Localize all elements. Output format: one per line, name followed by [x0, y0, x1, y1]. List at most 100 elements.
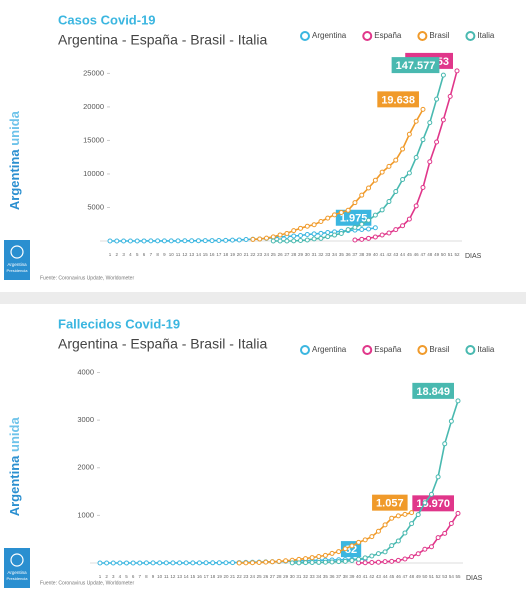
data-point	[338, 230, 344, 236]
data-point	[291, 233, 297, 239]
data-point	[382, 549, 388, 555]
data-point	[148, 238, 154, 244]
x-tick-label: 28	[291, 252, 297, 257]
data-point	[311, 231, 317, 237]
x-tick-label: 34	[316, 574, 322, 579]
data-point	[434, 139, 440, 145]
callout: 19.638	[377, 91, 419, 108]
legend-marker	[417, 345, 428, 355]
x-tick-label: 49	[416, 574, 422, 579]
data-point	[455, 510, 461, 516]
y-tick-label: 2000	[77, 463, 94, 472]
x-tick-label: 18	[210, 574, 216, 579]
x-tick-label: 16	[197, 574, 203, 579]
data-point	[303, 560, 309, 566]
data-point	[448, 520, 454, 526]
x-tick-label: 35	[323, 574, 329, 579]
x-tick-label: 9	[152, 574, 155, 579]
data-point	[442, 441, 448, 447]
x-tick-label: 22	[250, 252, 256, 257]
x-tick-label: 17	[216, 252, 222, 257]
callout-box	[372, 494, 408, 511]
x-tick-label: 16	[210, 252, 216, 257]
card	[0, 304, 526, 600]
data-point	[389, 558, 395, 564]
data-point	[276, 558, 282, 564]
data-point	[195, 238, 201, 244]
data-point	[406, 216, 412, 222]
data-point	[270, 234, 276, 240]
chart-title: Fallecidos Covid-19	[58, 316, 180, 331]
logo-text: Presidencia	[7, 576, 29, 581]
brand-line: Argentina	[7, 149, 22, 210]
chart-subtitle: Argentina - España - Brasil - Italia	[58, 336, 268, 352]
chart-subtitle: Argentina - España - Brasil - Italia	[58, 32, 268, 48]
data-point	[413, 118, 419, 124]
data-point	[157, 560, 163, 566]
data-point	[303, 556, 309, 562]
x-tick-label: 41	[380, 252, 386, 257]
x-tick-label: 19	[230, 252, 236, 257]
data-point	[427, 120, 433, 126]
data-point	[435, 535, 441, 541]
data-point	[196, 560, 202, 566]
data-point	[322, 552, 328, 558]
legend-label: Italia	[477, 31, 494, 40]
data-point	[349, 558, 355, 564]
data-point	[362, 555, 368, 561]
data-point	[325, 230, 331, 236]
data-point	[318, 235, 324, 241]
data-point	[304, 223, 310, 229]
data-point	[386, 163, 392, 169]
data-point	[379, 169, 385, 175]
data-point	[366, 226, 372, 232]
data-point	[349, 543, 355, 549]
data-point	[455, 398, 461, 404]
data-point	[427, 159, 433, 165]
data-point	[236, 560, 242, 566]
x-tick-label: 51	[448, 252, 454, 257]
x-tick-label: 6	[132, 574, 135, 579]
data-point	[434, 96, 440, 102]
x-tick-label: 21	[230, 574, 236, 579]
data-point	[284, 238, 290, 244]
x-tick-label: 9	[163, 252, 166, 257]
x-tick-label: 55	[455, 574, 461, 579]
data-point	[182, 238, 188, 244]
data-point	[114, 238, 120, 244]
data-point	[236, 237, 242, 243]
y-tick-label: 25000	[83, 68, 104, 77]
data-point	[318, 218, 324, 224]
brand-text: Argentina unida	[7, 417, 22, 517]
data-point	[256, 559, 262, 565]
callout-box	[377, 91, 419, 108]
x-tick-label: 18	[223, 252, 229, 257]
x-tick-label: 38	[359, 252, 365, 257]
data-point	[379, 207, 385, 213]
x-tick-label: 48	[427, 252, 433, 257]
data-point	[137, 560, 143, 566]
legend-marker	[362, 345, 373, 355]
data-point	[375, 559, 381, 565]
data-point	[406, 131, 412, 137]
data-point	[454, 68, 460, 74]
callout: 1.057	[372, 494, 408, 511]
x-tick-label: 45	[407, 252, 413, 257]
data-point	[104, 560, 110, 566]
data-point	[170, 560, 176, 566]
data-point	[359, 192, 365, 198]
data-point	[415, 512, 421, 518]
data-point	[325, 215, 331, 221]
data-point	[304, 237, 310, 243]
data-point	[216, 237, 222, 243]
data-point	[402, 511, 408, 517]
data-point	[263, 235, 269, 241]
data-point	[442, 530, 448, 536]
x-tick-label: 46	[396, 574, 402, 579]
x-tick-label: 2	[105, 574, 108, 579]
data-point	[318, 230, 324, 236]
data-point	[202, 238, 208, 244]
x-tick-label: 50	[422, 574, 428, 579]
x-tick-label: 33	[310, 574, 316, 579]
